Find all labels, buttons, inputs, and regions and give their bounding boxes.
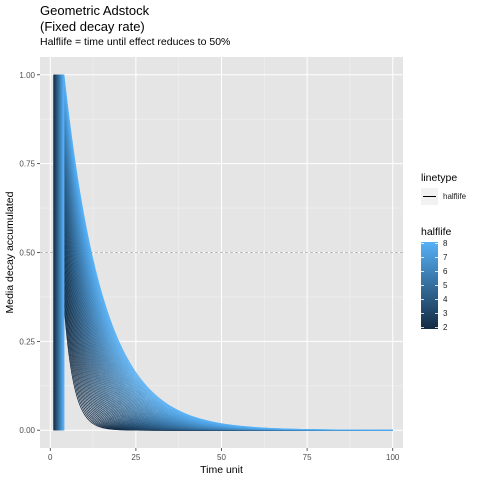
x-tick-label: 100	[386, 453, 400, 462]
x-tick-label: 50	[217, 453, 226, 462]
colorbar-label: 8	[443, 238, 448, 248]
colorbar-label: 5	[443, 280, 448, 290]
y-tick-label: 1.00	[19, 71, 35, 80]
chart-title: Geometric Adstock (Fixed decay rate)	[40, 3, 149, 35]
colorbar-label: 2	[443, 322, 448, 332]
chart-title-line-2: (Fixed decay rate)	[40, 19, 145, 34]
colorbar-label: 4	[443, 294, 448, 304]
legend-linetype-title: linetype	[421, 172, 458, 184]
legend-linetype-label: halflife	[443, 192, 467, 201]
x-tick-label: 25	[131, 453, 140, 462]
x-axis-title: Time unit	[200, 464, 243, 476]
x-tick-label: 75	[303, 453, 312, 462]
decay-curves	[53, 74, 393, 431]
chart-title-line-1: Geometric Adstock	[40, 3, 150, 18]
decay-curve-halflife-8	[63, 74, 393, 431]
legend-colorbar	[421, 242, 438, 329]
y-tick-label: 0.75	[19, 160, 35, 169]
colorbar-label: 3	[443, 308, 448, 318]
y-tick-label: 0.25	[19, 337, 35, 346]
legend-halflife-title: halflife	[421, 226, 452, 238]
axis-ticks: 0 25 50 75 100 0.00 0.25 0.50 0.75 1.00	[19, 71, 400, 462]
legend-graphics	[421, 188, 438, 329]
y-tick-label: 0.00	[19, 426, 35, 435]
chart-subtitle: Halflife = time until effect reduces to …	[40, 36, 231, 48]
colorbar-label: 6	[443, 266, 448, 276]
y-tick-label: 0.50	[19, 249, 35, 258]
x-tick-label: 0	[48, 453, 53, 462]
y-axis-title: Media decay accumulated	[4, 191, 16, 313]
colorbar-label: 7	[443, 252, 448, 262]
